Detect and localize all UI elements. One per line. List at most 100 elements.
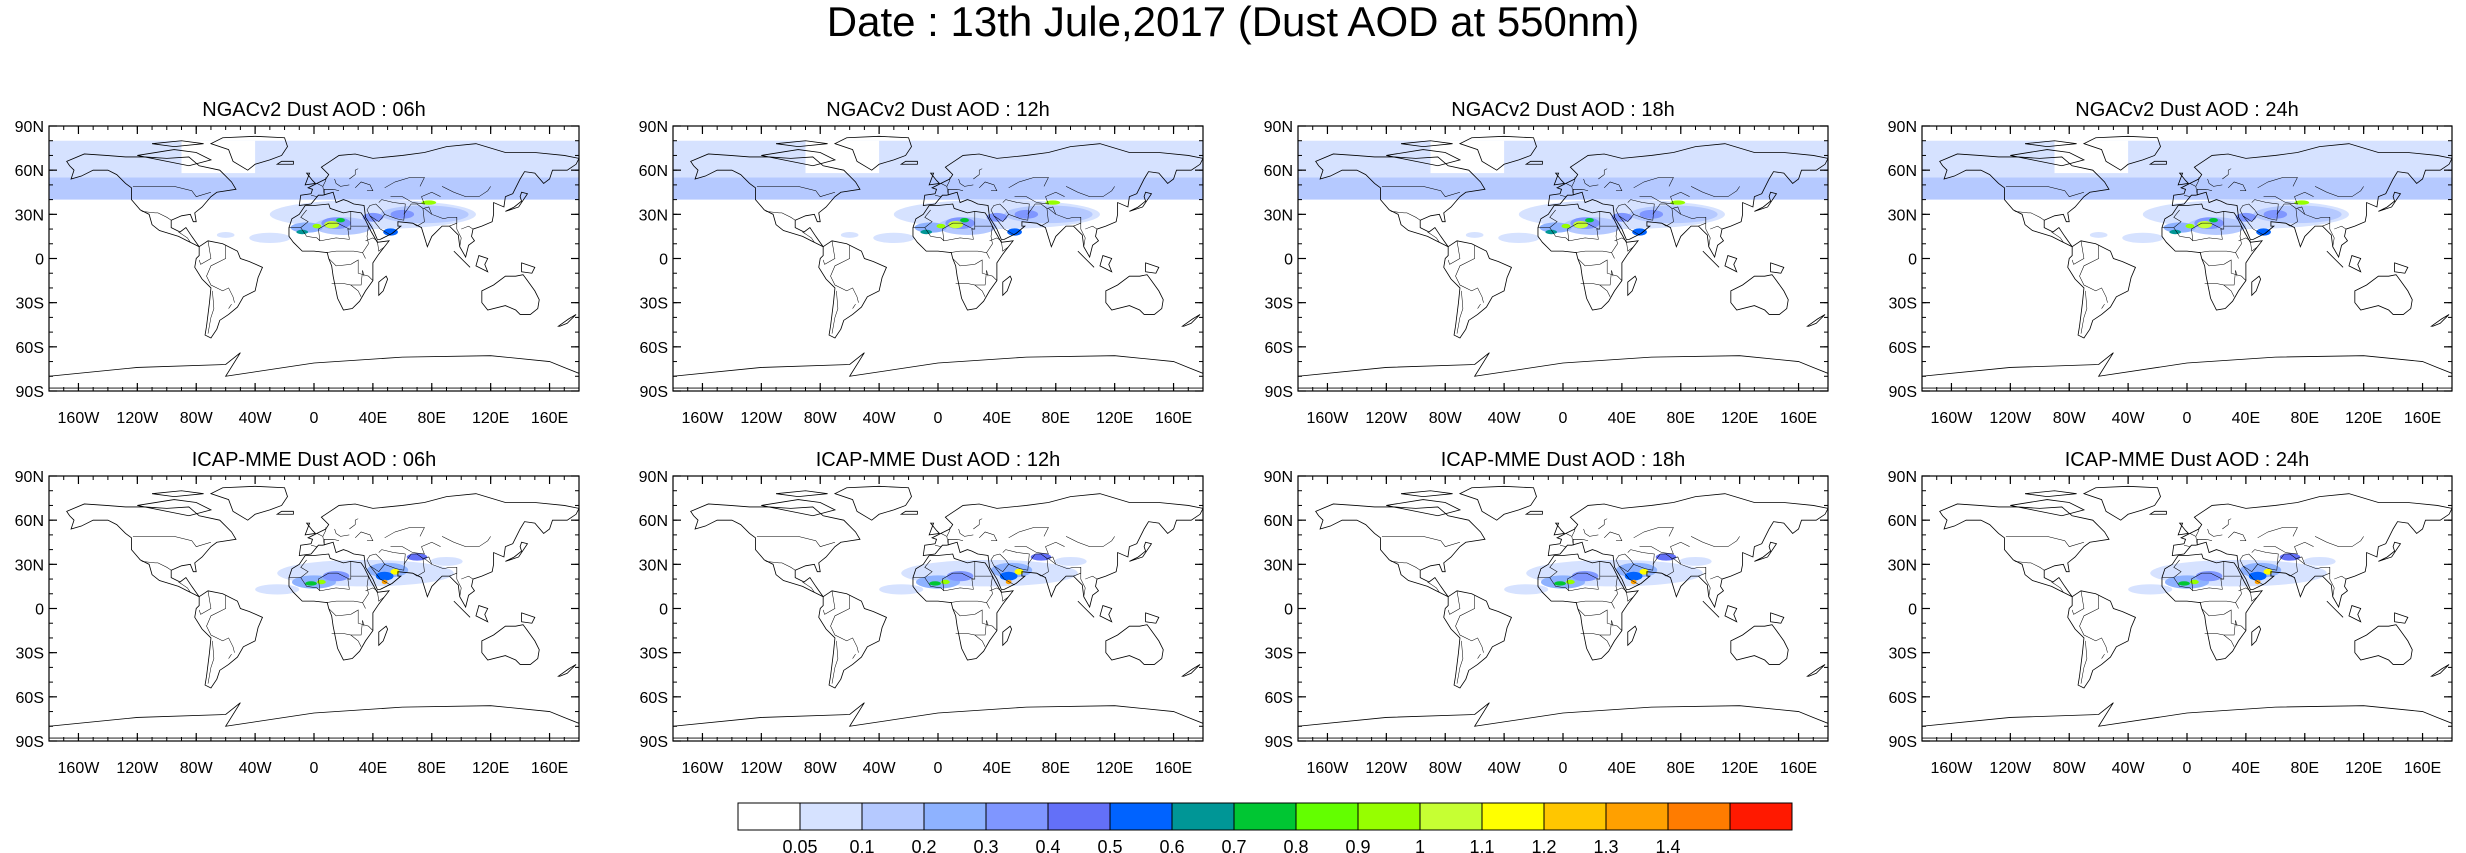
- latitude-tick-label: 0: [1908, 602, 1917, 619]
- latitude-tick-label: 90N: [15, 119, 44, 136]
- colorbar-tick-label: 0.4: [1035, 837, 1060, 853]
- dust-aod-blob: [383, 228, 398, 236]
- latitude-tick-label: 60N: [15, 513, 44, 530]
- latitude-tick-label: 60N: [1888, 513, 1917, 530]
- longitude-tick-label: 40E: [983, 410, 1011, 427]
- longitude-tick-label: 160E: [531, 760, 568, 777]
- dust-aod-blob: [1498, 232, 1540, 244]
- aod-field-arctic: [673, 140, 1203, 178]
- longitude-tick-label: 160W: [58, 760, 101, 777]
- panel-title: NGACv2 Dust AOD : 24h: [2075, 99, 2298, 121]
- dust-aod-blob: [1573, 220, 1589, 229]
- dust-aod-blob: [1639, 568, 1649, 575]
- longitude-tick-label: 160W: [1307, 410, 1350, 427]
- map-frame: [48, 475, 580, 742]
- latitude-tick-label: 60N: [1264, 163, 1293, 180]
- dust-aod-blob: [406, 553, 428, 561]
- longitude-tick-label: 40E: [2232, 760, 2260, 777]
- latitude-tick-label: 30N: [15, 207, 44, 224]
- dust-aod-blob: [2197, 220, 2213, 229]
- dust-aod-blob: [1679, 556, 1712, 566]
- longitude-tick-label: 80E: [418, 410, 446, 427]
- longitude-tick-label: 160W: [682, 760, 725, 777]
- latitude-tick-label: 0: [659, 252, 668, 269]
- latitude-tick-label: 30S: [1265, 296, 1293, 313]
- map-panel: NGACv2 Dust AOD : 18h 90N 60N 30N 0 30S 60S 90S…: [1264, 99, 1829, 427]
- longitude-tick-label: 40W: [863, 760, 897, 777]
- colorbar-swatch: [799, 802, 863, 831]
- colorbar-tick-label: 1.4: [1655, 837, 1680, 853]
- dust-aod-blob: [421, 200, 437, 205]
- longitude-tick-label: 120W: [1989, 410, 2032, 427]
- dust-aod-blob: [1054, 556, 1087, 566]
- latitude-tick-label: 90N: [639, 469, 668, 486]
- latitude-tick-label: 90S: [1889, 734, 1917, 751]
- dust-aod-blob: [1629, 205, 1718, 224]
- dust-aod-blob: [1624, 571, 1643, 581]
- dust-aod-blob: [1014, 209, 1039, 219]
- longitude-tick-label: 120W: [116, 760, 159, 777]
- dust-aod-blob: [390, 568, 400, 575]
- longitude-tick-label: 120W: [1989, 760, 2032, 777]
- dust-aod-blob: [362, 212, 384, 222]
- colorbar-swatch: [861, 802, 925, 831]
- longitude-tick-label: 0: [1559, 760, 1568, 777]
- longitude-tick-label: 80W: [1429, 760, 1463, 777]
- colorbar-tick-label: 0.9: [1345, 837, 1370, 853]
- longitude-tick-label: 0: [310, 410, 319, 427]
- latitude-tick-label: 90S: [16, 384, 44, 401]
- dust-aod-blob: [2209, 218, 2218, 223]
- latitude-tick-label: 90N: [15, 469, 44, 486]
- latitude-tick-label: 30S: [16, 646, 44, 663]
- colorbar-tick-label: 0.5: [1097, 837, 1122, 853]
- colorbar-swatch: [1419, 802, 1483, 831]
- longitude-tick-label: 80E: [418, 760, 446, 777]
- latitude-tick-label: 30N: [639, 557, 668, 574]
- latitude-tick-label: 90N: [1888, 469, 1917, 486]
- longitude-tick-label: 160W: [682, 410, 725, 427]
- longitude-tick-label: 160W: [1931, 760, 1974, 777]
- latitude-tick-label: 30S: [1265, 646, 1293, 663]
- latitude-tick-label: 60S: [16, 340, 44, 357]
- colorbar-swatch: [1109, 802, 1173, 831]
- longitude-tick-label: 40W: [239, 760, 273, 777]
- latitude-tick-label: 30S: [640, 646, 668, 663]
- dust-aod-blob: [2178, 581, 2190, 586]
- dust-aod-blob: [840, 232, 859, 238]
- colorbar-swatch: [923, 802, 987, 831]
- colorbar-tick-label: 0.8: [1283, 837, 1308, 853]
- map-panel: ICAP-MME Dust AOD : 24h 90N 60N 30N 0 30S 60S 9…: [1888, 449, 2453, 777]
- longitude-tick-label: 80W: [180, 760, 214, 777]
- longitude-tick-label: 0: [934, 760, 943, 777]
- panel-title: NGACv2 Dust AOD : 18h: [1451, 99, 1674, 121]
- colorbar-swatch: [1481, 802, 1545, 831]
- latitude-tick-label: 60N: [1264, 513, 1293, 530]
- dust-aod-blob: [1611, 212, 1633, 222]
- colorbar-swatch: [1729, 802, 1793, 831]
- colorbar-swatch: [1357, 802, 1421, 831]
- dust-aod-blob: [216, 232, 235, 238]
- dust-aod-blob: [322, 570, 350, 582]
- dust-aod-blob: [390, 209, 415, 219]
- longitude-tick-label: 120E: [472, 410, 509, 427]
- longitude-tick-label: 0: [934, 410, 943, 427]
- latitude-tick-label: 60S: [16, 690, 44, 707]
- longitude-tick-label: 120W: [740, 760, 783, 777]
- dust-aod-blob: [255, 584, 300, 595]
- dust-aod-blob: [2279, 553, 2301, 561]
- map-panel: NGACv2 Dust AOD : 24h 90N 60N 30N 0 30S 60S 90S…: [1888, 99, 2453, 427]
- longitude-tick-label: 80E: [1042, 760, 1070, 777]
- dust-aod-blob: [2248, 571, 2267, 581]
- colorbar-swatch: [1171, 802, 1235, 831]
- latitude-tick-label: 60N: [1888, 163, 1917, 180]
- colorbar-swatch: [1047, 802, 1111, 831]
- colorbar-tick-label: 0.1: [849, 837, 874, 853]
- colorbar-swatch: [1295, 802, 1359, 831]
- latitude-tick-label: 90S: [640, 384, 668, 401]
- latitude-tick-label: 60N: [15, 163, 44, 180]
- longitude-tick-label: 40E: [983, 760, 1011, 777]
- longitude-tick-label: 0: [1559, 410, 1568, 427]
- dust-aod-blob: [2256, 228, 2271, 236]
- latitude-tick-label: 90S: [1265, 734, 1293, 751]
- longitude-tick-label: 160E: [2404, 760, 2441, 777]
